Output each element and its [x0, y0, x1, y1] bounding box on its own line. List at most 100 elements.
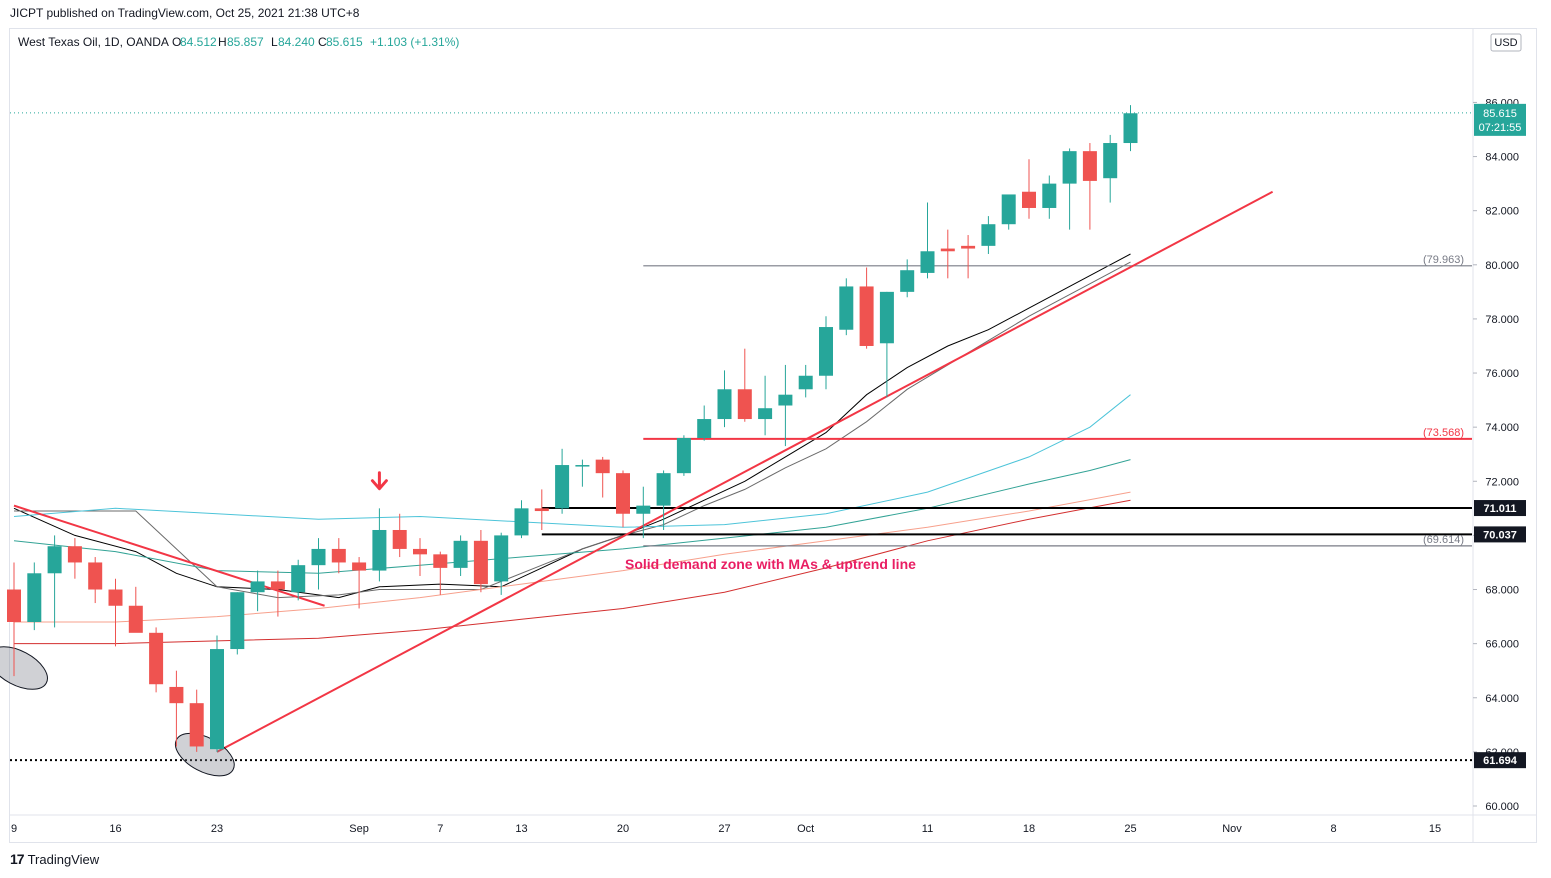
candle[interactable]: [514, 500, 529, 539]
candle[interactable]: [494, 532, 509, 595]
candle-body: [352, 562, 367, 571]
candle[interactable]: [534, 489, 549, 530]
candle-body: [575, 465, 590, 467]
candle[interactable]: [47, 535, 62, 628]
candle[interactable]: [879, 291, 894, 398]
candle[interactable]: [1103, 134, 1118, 203]
candle-body: [636, 505, 651, 514]
candle-body: [981, 224, 996, 246]
candle[interactable]: [291, 559, 306, 601]
x-tick-label: Oct: [797, 823, 814, 835]
candle[interactable]: [737, 348, 752, 422]
legend-symbol: West Texas Oil, 1D, OANDA: [18, 35, 169, 49]
candle[interactable]: [108, 578, 123, 647]
candle[interactable]: [230, 592, 245, 655]
highlight-ellipses: [0, 646, 235, 777]
x-tick-label: 13: [515, 823, 527, 835]
candle[interactable]: [940, 229, 955, 279]
currency-badge[interactable]: USD: [1490, 33, 1522, 52]
candle[interactable]: [758, 375, 773, 436]
candle-body: [514, 508, 529, 536]
candle[interactable]: [1042, 175, 1057, 219]
candle[interactable]: [819, 316, 833, 390]
candle[interactable]: [453, 535, 468, 576]
candle[interactable]: [839, 278, 854, 336]
candle-body: [839, 286, 854, 330]
candle[interactable]: [636, 486, 651, 539]
candle-body: [149, 632, 164, 685]
x-tick-label: Nov: [1222, 823, 1242, 835]
candle-body: [270, 581, 285, 590]
annotations: Solid demand zone with MAs & uptrend lin…: [370, 471, 916, 572]
legend-o-label: O: [172, 35, 181, 49]
candle-body: [372, 529, 387, 571]
y-tick-label: 66.000: [1485, 639, 1519, 651]
candle[interactable]: [473, 529, 488, 593]
candle[interactable]: [676, 435, 691, 476]
legend-open: 84.512: [180, 35, 217, 49]
candle[interactable]: [270, 570, 285, 617]
candle[interactable]: [433, 551, 448, 595]
candle[interactable]: [311, 538, 326, 590]
y-tick-label: 68.000: [1485, 585, 1519, 597]
candle-body: [1042, 183, 1057, 208]
candle[interactable]: [169, 670, 184, 747]
candle-body: [7, 589, 21, 622]
candle-body: [27, 573, 42, 622]
candle-body: [1001, 194, 1016, 225]
candle[interactable]: [1123, 105, 1138, 152]
candle[interactable]: [413, 538, 427, 576]
candle[interactable]: [1062, 148, 1077, 230]
candle[interactable]: [128, 586, 143, 633]
candle[interactable]: [88, 557, 103, 604]
candle[interactable]: [27, 562, 42, 631]
chart-frame: [9, 28, 1537, 843]
candle[interactable]: [798, 364, 813, 398]
y-tick-label: 76.000: [1485, 368, 1519, 380]
candle-body: [47, 546, 62, 574]
candle[interactable]: [656, 470, 671, 530]
candle[interactable]: [189, 689, 204, 752]
candle[interactable]: [961, 235, 976, 279]
candle[interactable]: [900, 259, 915, 298]
candle[interactable]: [595, 456, 610, 498]
candle[interactable]: [717, 370, 732, 428]
candle-body: [879, 291, 894, 344]
candle-body: [595, 459, 610, 474]
candle-body: [676, 437, 691, 474]
candle[interactable]: [331, 538, 346, 574]
candle[interactable]: [575, 459, 590, 487]
candle-body: [433, 554, 448, 568]
candle[interactable]: [616, 470, 630, 528]
candle-body: [392, 529, 407, 549]
candle[interactable]: [859, 267, 874, 349]
candle[interactable]: [372, 508, 387, 582]
legend-h-label: H: [218, 35, 227, 49]
candle[interactable]: [778, 364, 793, 447]
candle[interactable]: [1001, 194, 1016, 230]
candle-body: [473, 540, 488, 585]
annotation-text: Solid demand zone with MAs & uptrend lin…: [625, 556, 916, 572]
candle[interactable]: [1022, 159, 1036, 219]
candle[interactable]: [352, 557, 367, 609]
candle[interactable]: [920, 202, 935, 279]
candle[interactable]: [210, 635, 224, 752]
candle-body: [128, 605, 143, 633]
moving-average-line: [14, 491, 1131, 623]
price-level-label: (73.568): [1423, 427, 1464, 439]
candle-body: [311, 548, 326, 566]
candle[interactable]: [250, 570, 265, 612]
candle-body: [413, 548, 427, 555]
candle-body: [859, 286, 874, 346]
y-tick-label: 74.000: [1485, 422, 1519, 434]
last-price-box: [1474, 103, 1526, 136]
candle[interactable]: [981, 216, 996, 254]
candle[interactable]: [149, 627, 164, 693]
candle[interactable]: [67, 538, 82, 579]
candle[interactable]: [555, 448, 570, 514]
candle[interactable]: [7, 562, 21, 677]
candle[interactable]: [392, 513, 407, 558]
candle[interactable]: [1082, 143, 1097, 230]
candle[interactable]: [697, 405, 712, 441]
